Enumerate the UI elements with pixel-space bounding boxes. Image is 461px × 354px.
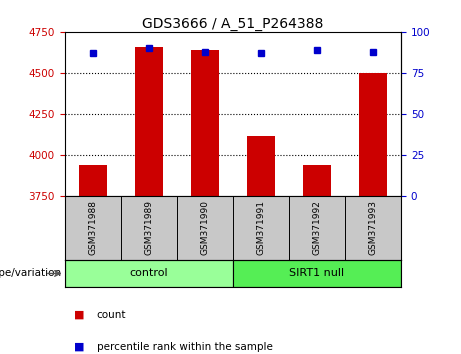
Bar <box>135 47 163 196</box>
Text: percentile rank within the sample: percentile rank within the sample <box>97 342 273 352</box>
Text: ■: ■ <box>74 342 84 352</box>
Text: GSM371993: GSM371993 <box>368 200 378 255</box>
Bar <box>359 73 387 196</box>
Text: GSM371989: GSM371989 <box>144 200 153 255</box>
Bar <box>65 260 233 287</box>
Bar <box>247 136 275 196</box>
Text: GSM371988: GSM371988 <box>88 200 97 255</box>
Text: count: count <box>97 310 126 320</box>
Title: GDS3666 / A_51_P264388: GDS3666 / A_51_P264388 <box>142 17 324 31</box>
Text: GSM371991: GSM371991 <box>256 200 266 255</box>
Text: genotype/variation: genotype/variation <box>0 268 62 279</box>
Bar <box>233 260 401 287</box>
Text: ■: ■ <box>74 310 84 320</box>
Bar <box>78 165 106 196</box>
Text: control: control <box>130 268 168 279</box>
Text: GSM371992: GSM371992 <box>313 200 321 255</box>
Text: GSM371990: GSM371990 <box>200 200 209 255</box>
Text: SIRT1 null: SIRT1 null <box>290 268 344 279</box>
Bar <box>191 50 219 196</box>
Bar <box>303 165 331 196</box>
